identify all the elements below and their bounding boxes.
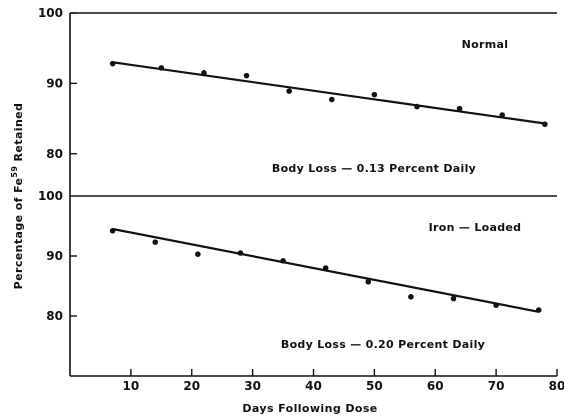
iron-loaded-data-point [237,250,244,256]
iron-loaded-body-loss-annotation: Body Loss — 0.20 Percent Daily [281,338,485,351]
normal-data-point [456,105,463,112]
y-tick-label: 80 [46,309,63,323]
normal-data-point [542,121,548,128]
iron-loaded-data-point [450,295,457,302]
iron-loaded-data-point [365,279,372,285]
normal-data-point [414,103,420,110]
tick-layer [70,12,558,376]
normal-data-point [201,70,207,76]
iron-loaded-data-point [152,239,159,245]
x-tick-label: 30 [244,379,261,393]
normal-data-point [158,65,165,71]
x-tick-label: 20 [183,379,200,393]
iron-loaded-data-point [535,307,542,313]
normal-data-point [499,112,506,118]
iron-loaded-series-label: Iron — Loaded [429,221,522,234]
iron-loaded-data-point [109,228,116,234]
iron-loaded-data-point [493,302,499,309]
y-tick-label: 90 [46,76,63,90]
data-point-layer [109,60,548,313]
x-axis-label: Days Following Dose [242,402,377,415]
x-tick-label: 60 [427,379,444,393]
iron-loaded-data-point [195,251,201,257]
iron-loaded-data-point [322,265,329,271]
normal-body-loss-annotation: Body Loss — 0.13 Percent Daily [272,162,476,175]
x-tick-label: 80 [549,379,564,393]
y-tick-label: 100 [38,6,63,20]
x-tick-label: 70 [488,379,505,393]
y-tick-label: 100 [38,189,63,203]
normal-series-label: Normal [462,38,509,51]
x-tick-label: 50 [366,379,383,393]
y-axis-label: Percentage of Fe59 Retained [10,103,25,290]
normal-data-point [286,88,292,94]
normal-fit-line [112,61,545,125]
iron-loaded-data-point [408,294,414,300]
fit-line-layer [112,61,545,313]
label-layer: 80 90 100 Normal Body Loss — 0.13 Percent Da… [38,6,564,393]
y-tick-label: 90 [46,249,63,263]
y-tick-label: 80 [46,147,63,161]
normal-data-point [109,60,116,67]
normal-data-point [371,91,378,98]
normal-data-point [243,72,250,79]
normal-data-point [328,96,335,103]
iron-loaded-data-point [280,258,286,264]
x-tick-label: 10 [123,379,140,393]
x-tick-label: 40 [305,379,322,393]
